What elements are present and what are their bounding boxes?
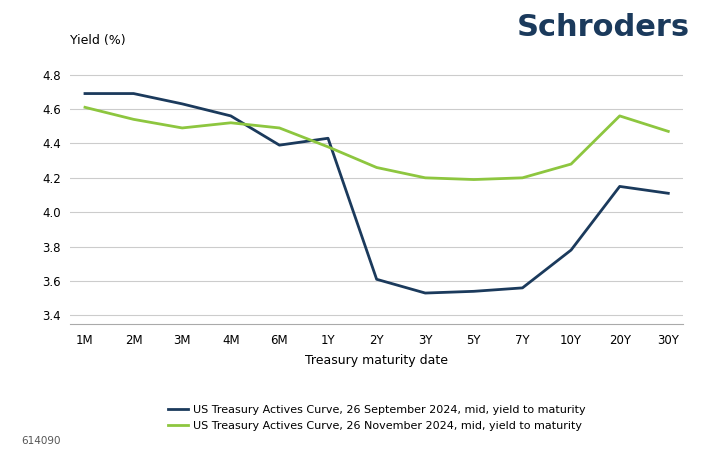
Text: 614090: 614090: [21, 436, 61, 446]
X-axis label: Treasury maturity date: Treasury maturity date: [305, 354, 448, 367]
Text: Schroders: Schroders: [517, 14, 690, 42]
Text: Yield (%): Yield (%): [70, 34, 126, 47]
Legend: US Treasury Actives Curve, 26 September 2024, mid, yield to maturity, US Treasur: US Treasury Actives Curve, 26 September …: [168, 405, 586, 431]
